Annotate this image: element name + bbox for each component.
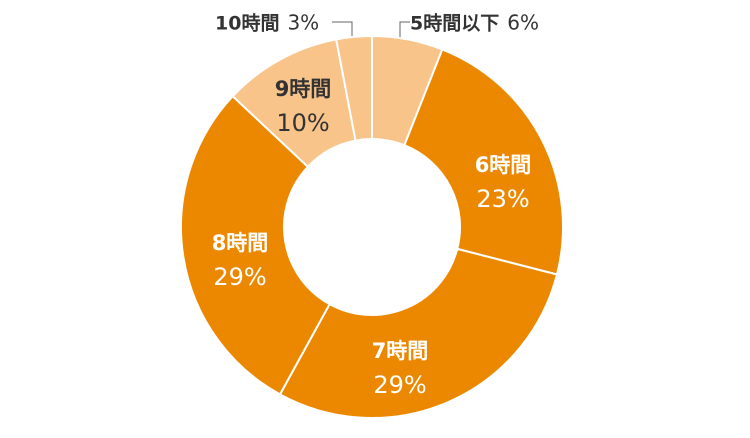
donut-segment	[180, 94, 331, 396]
segment-label: 5時間以下	[410, 13, 499, 35]
value-label: 3%	[287, 11, 319, 35]
segment-label: 6時間	[475, 153, 532, 177]
segment-label: 7時間	[372, 339, 429, 363]
value-label: 10%	[276, 109, 329, 137]
value-label: 23%	[476, 185, 529, 213]
value-label: 29%	[213, 263, 266, 291]
value-label: 29%	[373, 371, 426, 399]
segment-label: 8時間	[212, 231, 269, 255]
segment-label: 10時間	[215, 13, 279, 35]
donut-segment	[335, 34, 373, 142]
donut-segment	[278, 247, 559, 419]
value-label: 6%	[507, 11, 539, 35]
segment-label: 9時間	[275, 77, 332, 101]
donut-segment	[403, 48, 564, 276]
